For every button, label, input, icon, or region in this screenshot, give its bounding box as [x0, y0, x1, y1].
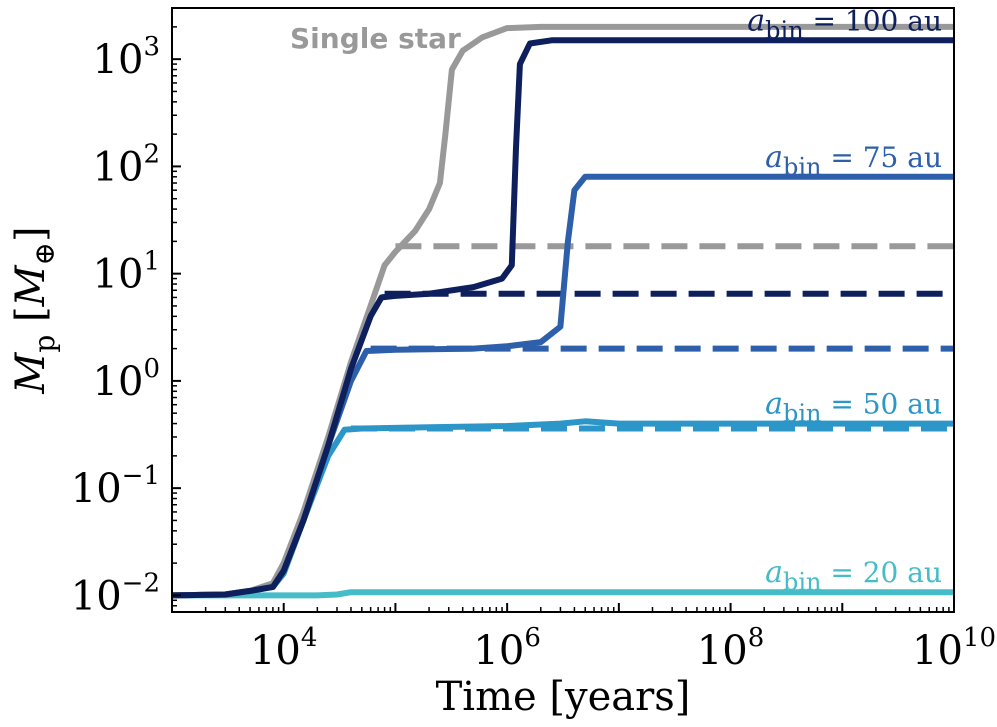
series-label-prefix: a [765, 387, 783, 422]
series-2-line [172, 173, 954, 599]
series-1-label: abin = 100 au [747, 3, 942, 44]
ylabel-unit: M [8, 264, 54, 307]
x-tick-label: 106 [473, 623, 540, 674]
y-tick-label: 10−1 [71, 461, 160, 512]
x-tick-label: 1010 [912, 623, 996, 674]
series-4-line [172, 589, 954, 599]
x-axis-label: Time [years] [436, 674, 691, 720]
series-label-suffix: = 75 au [821, 141, 942, 174]
series-0-label: Single star [290, 22, 461, 55]
series-label-suffix: = 20 au [821, 556, 942, 589]
ylabel-main-sub: p [28, 335, 61, 353]
series-label-suffix: = 100 au [804, 4, 942, 37]
series-3-label: abin = 50 au [765, 387, 942, 428]
y-tick-label: 101 [93, 247, 160, 298]
x-tick-label: 108 [697, 623, 764, 674]
series-label-suffix: = 50 au [821, 388, 942, 421]
series-1-line [172, 37, 954, 599]
y-tick-label: 103 [93, 32, 160, 83]
series-label-sub: bin [783, 400, 822, 428]
y-tick-label: 102 [93, 139, 160, 190]
x-tick-label: 104 [250, 623, 317, 674]
series-label-prefix: a [765, 555, 783, 590]
series-label-sub: bin [765, 16, 804, 44]
series-label-sub: bin [783, 568, 822, 596]
plot-frame [171, 7, 955, 613]
axis-ticks: 104 106 108 1010 10−2 10−1 100 101 102 103 [71, 26, 996, 674]
series-2-label: abin = 75 au [765, 140, 942, 181]
plot-lines [172, 23, 954, 599]
ylabel-unit-sub: ⊕ [28, 242, 61, 265]
series-4-label: abin = 20 au [765, 555, 942, 596]
y-axis-label: Mp [M⊕] [8, 226, 61, 394]
series-label-prefix: a [765, 140, 783, 175]
ylabel-open: [ [8, 306, 54, 334]
y-tick-label: 100 [93, 354, 160, 405]
series-label-prefix: a [747, 3, 765, 38]
ylabel-main: M [8, 352, 54, 395]
y-tick-label: 10−2 [71, 568, 160, 619]
series-label-sub: bin [783, 153, 822, 181]
ylabel-close: ] [8, 226, 54, 242]
